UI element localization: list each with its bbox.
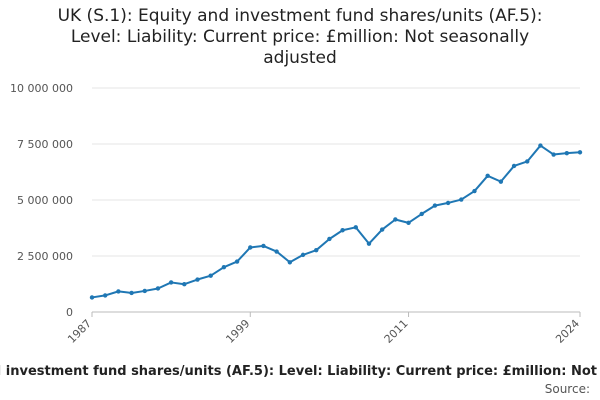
x-tick-label: 1987 bbox=[65, 317, 94, 346]
data-point bbox=[498, 179, 504, 184]
data-point bbox=[406, 220, 411, 226]
y-tick-label: 10 000 000 bbox=[10, 82, 73, 95]
data-point bbox=[261, 243, 266, 249]
data-point bbox=[287, 260, 293, 265]
y-tick-label: 7 500 000 bbox=[17, 138, 73, 151]
chart-title: UK (S.1): Equity and investment fund sha… bbox=[0, 6, 600, 69]
data-point bbox=[234, 259, 240, 264]
data-point bbox=[393, 217, 398, 222]
data-point bbox=[116, 289, 121, 294]
data-series bbox=[89, 143, 583, 300]
data-point bbox=[182, 282, 187, 287]
chart-title-line-2: Level: Liability: Current price: £millio… bbox=[70, 27, 530, 47]
data-point bbox=[511, 163, 517, 169]
x-tick-label: 2011 bbox=[382, 317, 411, 346]
y-tick-label: 5 000 000 bbox=[17, 194, 73, 207]
data-point bbox=[353, 225, 358, 230]
y-tick-label: 2 500 000 bbox=[17, 250, 73, 263]
axes: 0 2 500 000 5 000 000 7 500 000 10 000 000 19… bbox=[10, 82, 582, 346]
data-point bbox=[538, 143, 543, 148]
data-point bbox=[525, 159, 530, 164]
data-point bbox=[195, 277, 200, 282]
data-point bbox=[102, 293, 108, 298]
data-point bbox=[221, 265, 227, 270]
data-point bbox=[155, 286, 161, 291]
source-label: Source: bbox=[544, 382, 590, 396]
series-legend: UK (S.1): Equity and investment fund sha… bbox=[0, 364, 600, 382]
x-tick-label: 2024 bbox=[553, 317, 582, 346]
data-point bbox=[485, 173, 490, 179]
data-point bbox=[564, 150, 570, 156]
y-tick-label: 0 bbox=[66, 306, 73, 319]
series-line bbox=[91, 144, 581, 299]
data-point bbox=[459, 197, 464, 202]
chart-title-line-1: UK (S.1): Equity and investment fund sha… bbox=[57, 6, 543, 26]
data-point bbox=[577, 150, 583, 155]
grid-lines bbox=[92, 87, 580, 257]
data-point bbox=[274, 249, 279, 254]
data-point bbox=[551, 152, 556, 157]
data-point bbox=[432, 203, 438, 208]
data-point bbox=[168, 280, 174, 285]
chart-title-line-3: adjusted bbox=[263, 48, 337, 68]
data-point bbox=[142, 288, 147, 294]
legend-label: UK (S.1): Equity and investment fund sha… bbox=[0, 364, 600, 379]
x-tick-label: 1999 bbox=[223, 317, 252, 346]
data-point bbox=[314, 247, 319, 253]
data-point bbox=[445, 200, 451, 206]
data-point bbox=[248, 245, 253, 250]
data-point bbox=[419, 211, 424, 217]
data-point bbox=[129, 290, 134, 296]
data-point bbox=[379, 227, 385, 232]
data-point bbox=[340, 228, 345, 233]
data-point bbox=[366, 241, 372, 246]
data-point bbox=[472, 188, 477, 194]
data-point bbox=[327, 236, 332, 242]
data-point bbox=[300, 252, 306, 258]
data-point bbox=[89, 295, 95, 300]
data-point bbox=[208, 273, 213, 278]
